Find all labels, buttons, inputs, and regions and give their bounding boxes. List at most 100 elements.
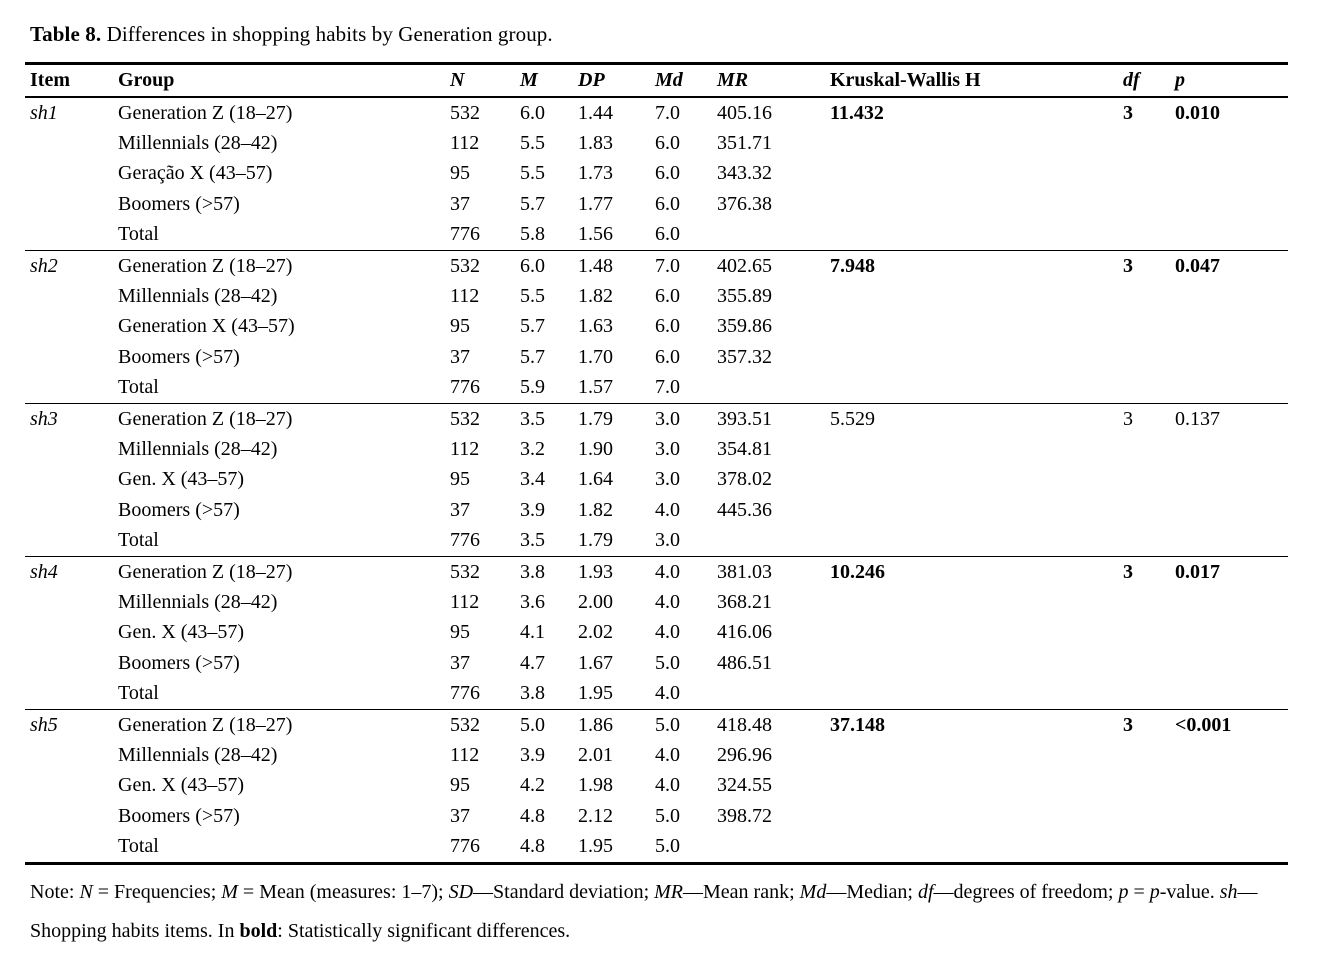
cell-m: 5.7 [520,192,545,215]
cell-df [1123,128,1175,158]
table-row: Millennials (28–42) 112 3.9 2.01 4.0 296.96 [25,740,1288,770]
cell-dp: 1.48 [578,249,655,282]
table-row: Millennials (28–42) 112 5.5 1.82 6.0 355.89 [25,281,1288,311]
cell-group: Boomers (>57) [118,804,240,827]
cell-df [1123,587,1175,617]
cell-dp: 1.63 [578,315,613,338]
cell-p [1175,189,1288,219]
cell-df: 3 [1123,402,1175,435]
cell-p [1175,587,1288,617]
cell-df [1123,189,1175,219]
cell-md: 5.0 [655,804,680,827]
table-caption-text: Differences in shopping habits by Genera… [101,22,553,46]
cell-item [25,525,118,556]
cell-df: 3 [1123,708,1175,741]
cell-item [25,771,118,801]
note-segment: —degrees of freedom; [933,880,1119,903]
cell-mr [717,678,830,709]
note-segment: = Mean (measures: 1–7); [237,880,449,903]
cell-n: 532 [450,402,520,435]
cell-m: 4.8 [520,804,545,827]
cell-mr: 354.81 [717,437,772,460]
cell-item [25,128,118,158]
cell-dp: 1.93 [578,555,655,588]
cell-df [1123,771,1175,801]
cell-md: 5.0 [655,651,680,674]
cell-kruskal-wallis-h [830,342,1123,372]
cell-mr: 416.06 [717,621,772,644]
cell-m: 5.5 [520,285,545,308]
cell-p: 0.017 [1175,555,1288,588]
cell-group: Generation Z (18–27) [118,101,293,124]
note-segment: -value. [1159,880,1220,903]
cell-m: 5.0 [520,708,578,741]
cell-md: 6.0 [655,223,680,246]
page: Table 8. Differences in shopping habits … [25,22,1288,942]
note-segment: p [1118,880,1129,903]
cell-group: Boomers (>57) [118,651,240,674]
cell-m: 3.9 [520,498,545,521]
cell-mr: 368.21 [717,590,772,613]
cell-p [1175,678,1288,709]
header-m: M [520,63,578,98]
cell-df: 3 [1123,555,1175,588]
cell-n: 95 [450,774,470,797]
cell-mr: 351.71 [717,132,772,155]
cell-dp: 1.44 [578,101,613,124]
cell-item: sh5 [25,708,118,741]
cell-group: Total [118,682,159,705]
cell-group: Total [118,529,159,552]
cell-n: 112 [450,743,480,766]
note-segment: df [917,880,934,903]
cell-mr: 359.86 [717,315,772,338]
cell-df [1123,831,1175,863]
table-row: sh3 Generation Z (18–27) 532 3.5 1.79 3.0 393.… [25,402,1288,435]
cell-item [25,189,118,219]
cell-md: 5.0 [655,708,717,741]
cell-p [1175,373,1288,404]
cell-n: 532 [450,101,480,124]
cell-kruskal-wallis-h: 5.529 [830,402,1123,435]
cell-kruskal-wallis-h [830,312,1123,342]
cell-kruskal-wallis-h [830,587,1123,617]
cell-p [1175,740,1288,770]
header-md: Md [655,63,717,98]
cell-p [1175,281,1288,311]
cell-md: 4.0 [655,590,680,613]
cell-kruskal-wallis-h [830,831,1123,863]
cell-kruskal-wallis-h [830,525,1123,556]
cell-n: 776 [450,223,480,246]
header-p: p [1175,63,1288,98]
header-kruskal-wallis-h: Kruskal-Wallis H [830,63,1123,98]
cell-m: 4.8 [520,835,545,858]
table-row: sh1 Generation Z (18–27) 532 6.0 1.44 7.0 405.… [25,97,1288,128]
cell-item [25,312,118,342]
cell-p [1175,128,1288,158]
cell-df [1123,220,1175,251]
cell-df [1123,373,1175,404]
cell-mr: 296.96 [717,743,772,766]
cell-dp: 2.12 [578,804,613,827]
cell-item [25,434,118,464]
cell-group: Boomers (>57) [118,192,240,215]
cell-md: 7.0 [655,101,680,124]
stats-table: Item Group N M DP Md MR Kruskal-Wallis H… [25,62,1288,865]
cell-m: 6.0 [520,249,578,282]
cell-m: 3.5 [520,402,578,435]
cell-m: 5.7 [520,345,545,368]
cell-dp: 2.02 [578,621,613,644]
cell-md: 4.0 [655,498,680,521]
cell-group: Generation X (43–57) [118,315,295,338]
table-row: Boomers (>57) 37 4.8 2.12 5.0 398.72 [25,801,1288,831]
note-segment: —Median; [826,880,918,903]
cell-df: 3 [1123,249,1175,282]
cell-m: 3.8 [520,555,578,588]
cell-df [1123,525,1175,556]
header-item: Item [25,63,118,98]
cell-n: 112 [450,132,480,155]
cell-m: 3.9 [520,743,545,766]
cell-df [1123,648,1175,678]
cell-df [1123,678,1175,709]
cell-dp: 2.01 [578,743,613,766]
note-segment: Note: [30,880,80,903]
